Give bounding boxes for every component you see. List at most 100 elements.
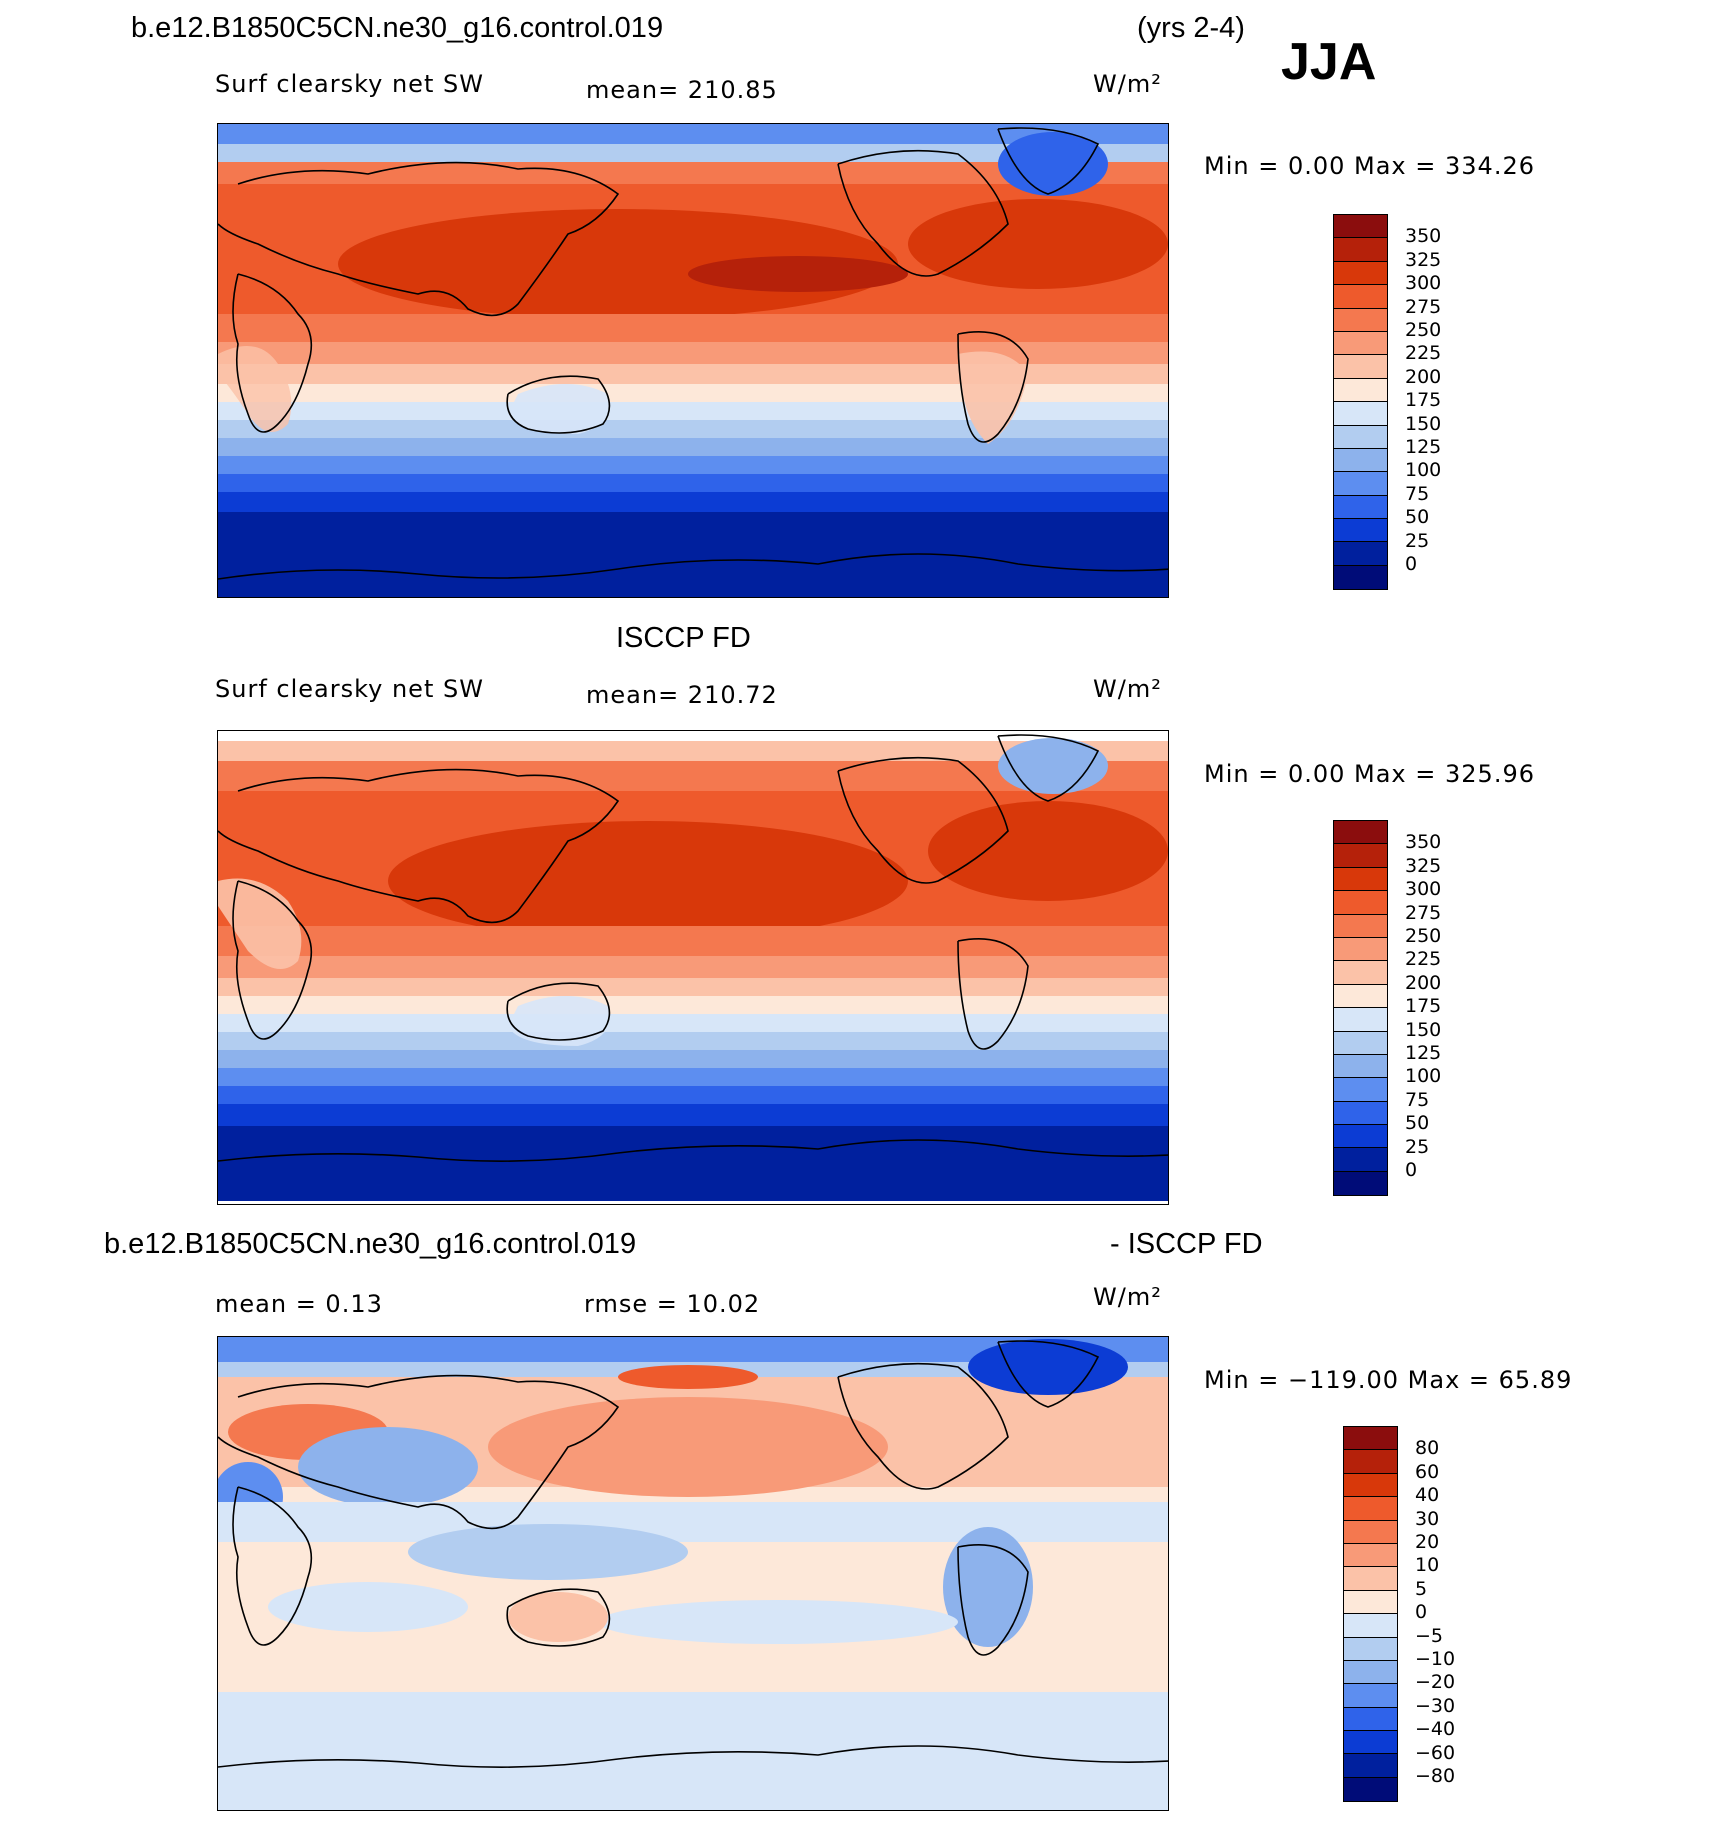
- colorbar-tick-label: 225: [1405, 342, 1442, 365]
- colorbar-swatch: [1334, 402, 1387, 426]
- panel2-minmax: Min = 0.00 Max = 325.96: [1204, 760, 1535, 788]
- colorbar-tick-label: 125: [1405, 436, 1442, 458]
- colorbar-swatch: [1344, 1567, 1397, 1591]
- colorbar-tick-label: 300: [1405, 878, 1442, 901]
- panel2-variable: Surf clearsky net SW: [215, 675, 484, 703]
- colorbar-tick-label: 0: [1405, 1159, 1418, 1181]
- colorbar-swatch: [1344, 1777, 1397, 1802]
- colorbar-tick-label: −5: [1415, 1624, 1444, 1647]
- colorbar-tick-label: 20: [1415, 1531, 1440, 1553]
- colorbar-tick-label: 250: [1405, 925, 1442, 947]
- colorbar-swatches: [1333, 214, 1388, 591]
- colorbar-tick-label: 200: [1405, 971, 1442, 994]
- colorbar-swatch: [1334, 261, 1387, 286]
- colorbar-tick-label: 200: [1405, 365, 1442, 388]
- colorbar-swatch: [1334, 1125, 1387, 1149]
- colorbar-swatch: [1344, 1543, 1397, 1568]
- panel1-mean: mean= 210.85: [586, 76, 778, 104]
- colorbar-swatch: [1344, 1684, 1397, 1708]
- colorbar-tick-label: 300: [1405, 272, 1442, 295]
- colorbar-tick-label: 100: [1405, 1065, 1442, 1088]
- colorbar-tick-label: 60: [1415, 1460, 1440, 1483]
- colorbar-tick-label: −40: [1415, 1718, 1456, 1741]
- colorbar-swatches: [1343, 1426, 1398, 1803]
- colorbar-tick-label: −30: [1415, 1694, 1456, 1717]
- panel3-map-svg: [218, 1337, 1168, 1810]
- colorbar-tick-label: 350: [1405, 225, 1442, 248]
- colorbar-tick-label: 25: [1405, 529, 1430, 552]
- colorbar-swatch: [1344, 1614, 1397, 1638]
- colorbar-swatch: [1334, 1171, 1387, 1196]
- colorbar-swatch: [1334, 425, 1387, 449]
- panel2-mean: mean= 210.72: [586, 681, 778, 709]
- colorbar-swatch: [1334, 1101, 1387, 1126]
- colorbar-swatch: [1344, 1754, 1397, 1778]
- colorbar-tick-label: 150: [1405, 412, 1442, 435]
- colorbar-swatch: [1334, 378, 1387, 403]
- colorbar-swatch: [1334, 448, 1387, 473]
- colorbar-swatch: [1334, 542, 1387, 566]
- colorbar-swatch: [1334, 1031, 1387, 1055]
- colorbar-tick-label: 40: [1415, 1484, 1440, 1507]
- colorbar-swatch: [1334, 844, 1387, 868]
- colorbar-tick-label: 0: [1415, 1601, 1428, 1624]
- colorbar-swatch: [1334, 285, 1387, 309]
- colorbar-tick-label: 325: [1405, 248, 1442, 271]
- colorbar-tick-label: 100: [1405, 459, 1442, 482]
- panel3-minmax: Min = −119.00 Max = 65.89: [1204, 1366, 1573, 1394]
- colorbar-swatch: [1334, 519, 1387, 543]
- colorbar-swatch: [1334, 238, 1387, 262]
- colorbar-tick-label: −20: [1415, 1671, 1456, 1694]
- panel1-units: W/m²: [1093, 70, 1162, 98]
- colorbar-tick-label: 275: [1405, 901, 1442, 924]
- colorbar-tick-label: 80: [1415, 1437, 1440, 1460]
- colorbar-swatch: [1334, 821, 1387, 845]
- panel3-rmse: rmse = 10.02: [584, 1290, 761, 1318]
- colorbar-tick-label: 25: [1405, 1135, 1430, 1158]
- colorbar-tick-label: 175: [1405, 389, 1442, 412]
- colorbar-swatches: [1333, 820, 1388, 1197]
- colorbar-swatch: [1334, 1008, 1387, 1032]
- colorbar-swatch: [1334, 1148, 1387, 1172]
- colorbar-swatch: [1334, 914, 1387, 938]
- panel3-title-right: - ISCCP FD: [1110, 1228, 1263, 1260]
- colorbar-swatch: [1334, 867, 1387, 892]
- colorbar-tick-label: 175: [1405, 995, 1442, 1018]
- colorbar-swatch: [1334, 1054, 1387, 1079]
- panel3-title: b.e12.B1850C5CN.ne30_g16.control.019: [104, 1228, 637, 1260]
- colorbar-swatch: [1344, 1707, 1397, 1732]
- colorbar-swatch: [1344, 1450, 1397, 1474]
- colorbar-tick-label: 325: [1405, 854, 1442, 877]
- colorbar-swatch: [1344, 1731, 1397, 1755]
- colorbar-swatch: [1334, 495, 1387, 520]
- colorbar-swatch: [1334, 961, 1387, 985]
- colorbar-tick-label: 50: [1405, 1112, 1430, 1135]
- panel3-units: W/m²: [1093, 1283, 1162, 1311]
- panel2-title: ISCCP FD: [616, 622, 751, 654]
- colorbar-tick-label: 225: [1405, 948, 1442, 971]
- panel3-mean: mean = 0.13: [215, 1290, 383, 1318]
- panel1-minmax: Min = 0.00 Max = 334.26: [1204, 152, 1535, 180]
- panel2-map-svg: [218, 731, 1168, 1204]
- colorbar-tick-label: 350: [1405, 831, 1442, 854]
- colorbar-swatch: [1334, 891, 1387, 915]
- colorbar-tick-label: 250: [1405, 319, 1442, 341]
- colorbar-tick-label: 0: [1405, 553, 1418, 575]
- colorbar-tick-label: 75: [1405, 482, 1430, 505]
- colorbar-swatch: [1334, 1078, 1387, 1102]
- colorbar-swatch: [1334, 565, 1387, 590]
- colorbar-tick-label: 275: [1405, 295, 1442, 318]
- colorbar-swatch: [1344, 1520, 1397, 1544]
- colorbar-swatch: [1334, 331, 1387, 356]
- colorbar-tick-label: 30: [1415, 1507, 1440, 1530]
- colorbar-swatch: [1344, 1473, 1397, 1498]
- colorbar-tick-label: 50: [1405, 506, 1430, 529]
- panel2-map: [217, 730, 1169, 1205]
- panel2-units: W/m²: [1093, 675, 1162, 703]
- colorbar-swatch: [1344, 1590, 1397, 1615]
- colorbar-tick-label: 75: [1405, 1088, 1430, 1111]
- colorbar-tick-label: 5: [1415, 1577, 1428, 1600]
- colorbar-swatch: [1334, 215, 1387, 239]
- panel1-map-svg: [218, 124, 1168, 597]
- years-label: (yrs 2-4): [1137, 12, 1245, 44]
